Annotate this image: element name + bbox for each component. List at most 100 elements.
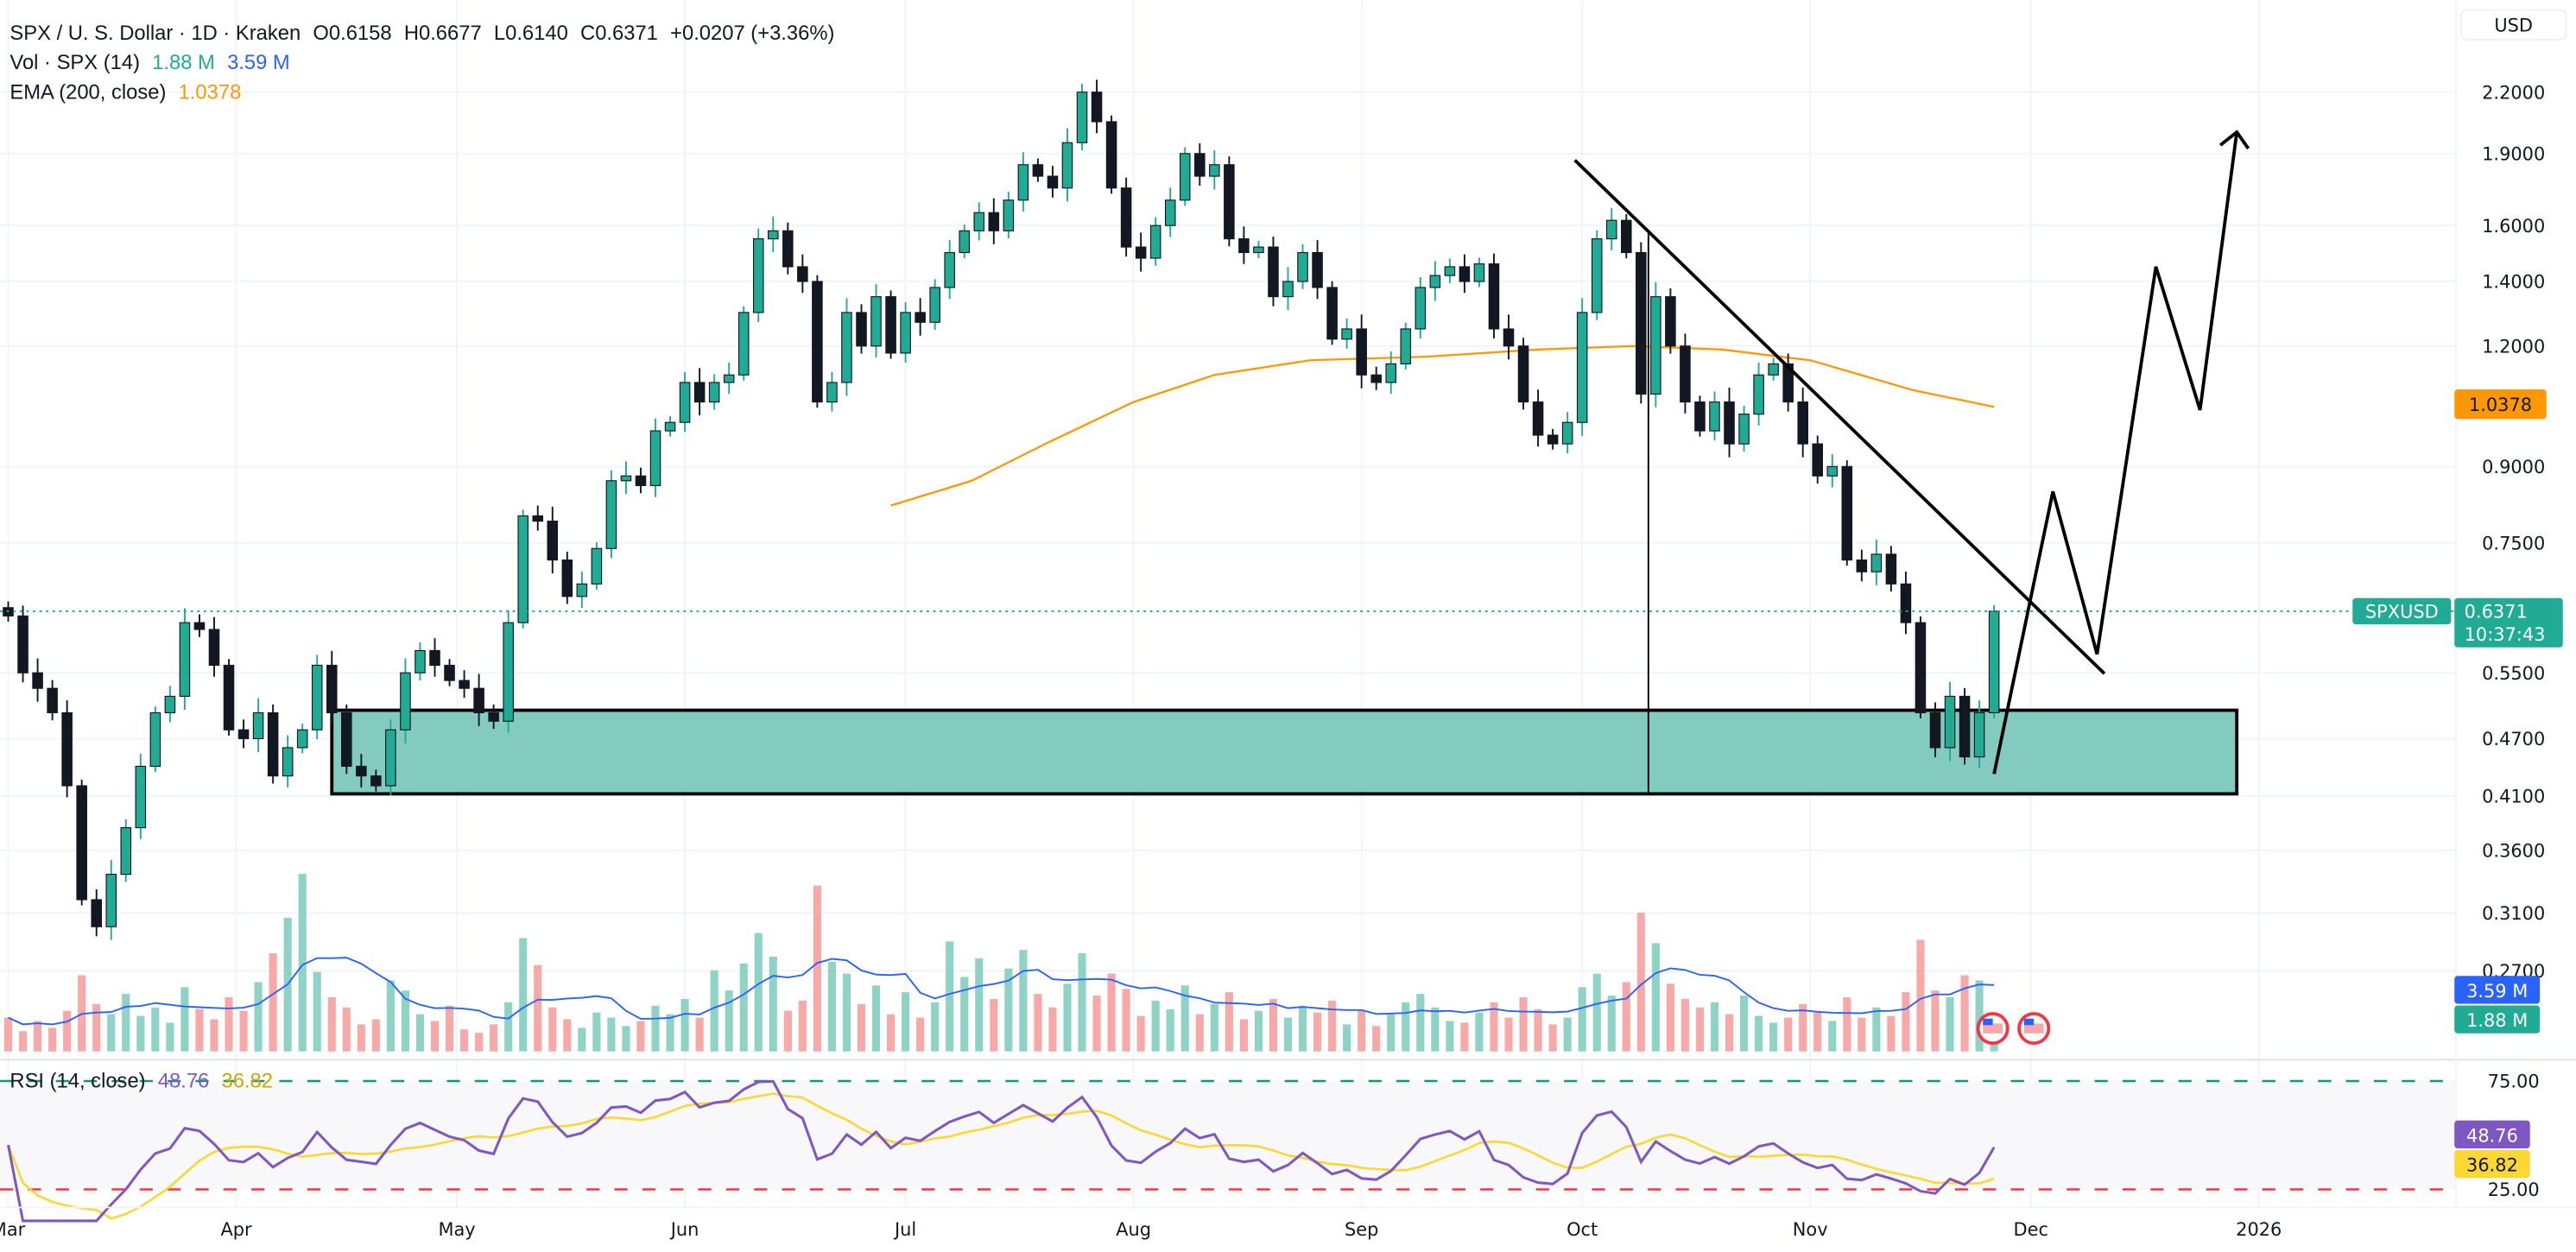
candle-body [208, 629, 220, 667]
time-axis-label: Sep [1345, 1219, 1378, 1240]
candle [120, 819, 132, 882]
currency-label: USD [2494, 15, 2533, 35]
volume-bar [445, 1005, 454, 1052]
candle [1517, 338, 1529, 410]
volume-bar [313, 971, 321, 1052]
candle [1400, 322, 1412, 370]
ema-legend[interactable]: EMA (200, close) 1.0378 [9, 80, 241, 104]
candle-body [900, 312, 911, 354]
projection-path-drawing[interactable] [1992, 131, 2239, 775]
volume-bar [1902, 992, 1910, 1052]
volume-label: Vol · SPX (14) [9, 51, 140, 74]
candle-body [1488, 263, 1500, 330]
volume-bar [357, 1024, 365, 1052]
candle [252, 698, 264, 753]
candle [649, 418, 661, 497]
candle-body [944, 251, 955, 288]
volume-bar [63, 1010, 72, 1052]
price-axis-label: 0.5500 [2482, 663, 2545, 684]
rsi-value: 48.76 [158, 1070, 209, 1093]
candle [429, 638, 440, 677]
volume-bar [1402, 1002, 1410, 1052]
volume-bar [651, 1005, 660, 1052]
us-flag-icon[interactable] [2017, 1012, 2051, 1046]
candle [91, 888, 102, 937]
candle-body [370, 775, 382, 787]
candle-body [473, 687, 484, 714]
candle [1900, 571, 1912, 635]
candle [1179, 147, 1191, 206]
candle-body [723, 374, 735, 383]
volume-legend[interactable]: Vol · SPX (14) 1.88 M 3.59 M [9, 51, 289, 74]
time-axis[interactable]: Mar Apr May Jun Jul Aug Sep Oct Nov Dec 2026 [0, 1219, 2282, 1240]
volume-bar [1431, 1007, 1440, 1052]
countdown-text: 10:37:43 [2465, 624, 2546, 645]
us-flag-icon[interactable] [1976, 1012, 2010, 1046]
candle [193, 614, 206, 637]
volume-bar [1180, 985, 1189, 1052]
candle-body [959, 230, 971, 254]
low-value: L0.6140 [494, 22, 568, 45]
rsi-ma-badge-text: 36.82 [2466, 1155, 2518, 1176]
volume-bar [666, 1014, 674, 1052]
volume-bar [1078, 953, 1086, 1052]
volume-bar [1107, 973, 1116, 1052]
candle [135, 754, 147, 839]
support-zone-rectangle[interactable] [330, 708, 2239, 796]
volume-bar [1504, 1017, 1513, 1052]
candle [959, 224, 971, 259]
candle [1797, 387, 1808, 458]
candle-body [193, 622, 206, 630]
candle-body [503, 622, 514, 722]
candle-body [856, 312, 867, 347]
candle-body [1312, 251, 1323, 288]
price-axis[interactable]: 2.2000 1.9000 1.6000 1.4000 1.2000 0.9000 0.75… [2482, 82, 2545, 982]
candle [1856, 549, 1868, 582]
symbol-title[interactable]: SPX / U. S. Dollar · 1D · Kraken [9, 22, 301, 45]
candle [1061, 128, 1073, 202]
volume-bar [1298, 1005, 1307, 1052]
time-axis-label: Dec [2013, 1219, 2048, 1240]
candle [1621, 213, 1632, 259]
candle-body [1768, 363, 1779, 376]
candle [812, 275, 823, 408]
volume-bar [1283, 1017, 1293, 1052]
rsi-badge: 48.76 [2454, 1120, 2530, 1148]
candle-body [1194, 153, 1206, 177]
volume-ma-badge-text: 3.59 M [2466, 981, 2528, 1002]
candle-body [1856, 559, 1868, 572]
price-axis-label: 0.3100 [2482, 903, 2545, 924]
candle-body [1576, 312, 1588, 423]
event-flags[interactable] [1976, 1012, 2051, 1046]
trendline-drawing[interactable] [1573, 159, 2106, 675]
volume-bar [1784, 1017, 1793, 1052]
candle-body [929, 287, 940, 323]
currency-button[interactable]: USD [2459, 9, 2567, 41]
candle [561, 551, 573, 604]
rsi-legend[interactable]: RSI (14, close) 48.76 36.82 [9, 1070, 273, 1093]
candle-body [1091, 92, 1103, 123]
candle [693, 368, 706, 416]
candle [1194, 142, 1206, 187]
candle-body [693, 382, 706, 403]
volume-bar [636, 1021, 645, 1052]
time-axis-label: Jun [669, 1219, 699, 1240]
volume-bar [1622, 982, 1630, 1052]
candle-body [1694, 401, 1706, 432]
candle-body [752, 238, 764, 313]
volume-bar [798, 1000, 807, 1052]
rsi-label: RSI (14, close) [9, 1070, 145, 1093]
volume-bar [1151, 1000, 1160, 1052]
volume-bar [1136, 1015, 1145, 1052]
ema-badge-text: 1.0378 [2469, 395, 2532, 415]
candle [1076, 84, 1088, 151]
volume-bar [1843, 997, 1851, 1052]
candle [1826, 453, 1839, 488]
volume-bar [1695, 1007, 1705, 1052]
open-value: O0.6158 [313, 22, 391, 45]
volume-bar [1004, 968, 1013, 1052]
high-value: H0.6677 [404, 22, 482, 45]
candle-body [341, 711, 352, 768]
candle [356, 754, 367, 787]
